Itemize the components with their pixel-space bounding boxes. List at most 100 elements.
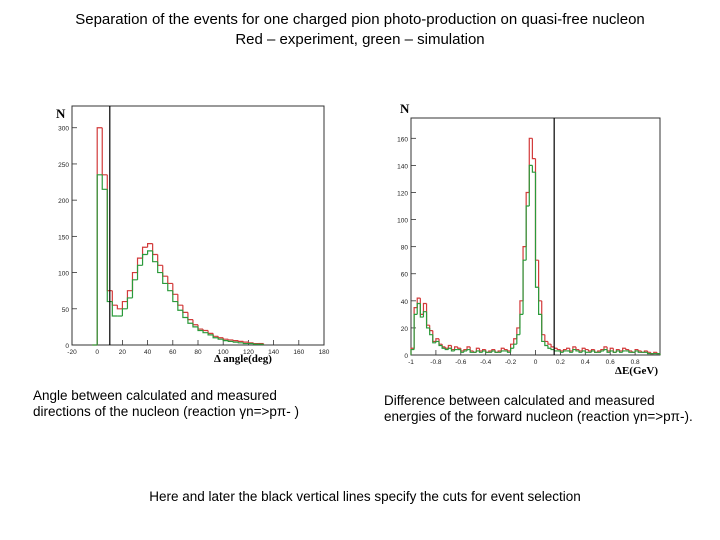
- simulation-bin: [513, 343, 517, 349]
- y-tick-label: 50: [62, 307, 70, 314]
- experiment-bin: [556, 348, 561, 351]
- angle-histogram: 0 50 100 150 200 250 300 -20 0 20 40 60 80 100 120 140 1…: [30, 96, 330, 372]
- simulation-bin: [578, 350, 583, 353]
- x-tick-label: 0.6: [606, 359, 615, 366]
- simulation-bin: [438, 341, 443, 347]
- simulation-bin: [590, 350, 595, 353]
- simulation-bin: [550, 348, 555, 351]
- x-tick-label: 0: [95, 349, 99, 356]
- experiment-bin: [618, 349, 623, 352]
- x-axis-label: Δ angle(deg): [214, 353, 272, 365]
- experiment-bin: [478, 348, 483, 352]
- simulation-bin: [222, 339, 229, 342]
- y-tick-label: 20: [401, 326, 409, 333]
- simulation-bin: [419, 303, 424, 318]
- simulation-bin: [212, 334, 219, 339]
- simulation-bin: [136, 264, 143, 280]
- experiment-bin: [513, 338, 517, 345]
- experiment-bin: [466, 346, 471, 350]
- x-tick-label: 0: [534, 359, 538, 366]
- simulation-bin: [528, 164, 533, 207]
- x-tick-label: 80: [194, 349, 202, 356]
- y-axis-label: N: [56, 106, 66, 121]
- y-tick-label: 100: [397, 218, 408, 225]
- energy-histogram-svg: 0 20 40 60 80 100 120 140 160 -1 -0.8 -0.6 -0.4 -0.2 0…: [397, 101, 661, 377]
- simulation-bin: [460, 349, 464, 353]
- x-tick-label: -1: [408, 359, 414, 366]
- simulation-bin: [237, 342, 244, 344]
- simulation-bin: [534, 172, 539, 288]
- experiment-bin: [506, 349, 511, 352]
- simulation-bin: [450, 348, 455, 352]
- simulation-bin: [167, 283, 173, 292]
- experiment-bin: [116, 305, 123, 310]
- simulation-bin: [252, 343, 259, 345]
- experiment-bin: [237, 340, 244, 342]
- simulation-bin: [422, 311, 427, 318]
- simulation-bin: [413, 313, 418, 350]
- simulation-bin: [538, 287, 542, 315]
- simulation-bin: [147, 250, 153, 255]
- y-tick-label: 150: [58, 234, 69, 241]
- simulation-bin: [106, 189, 113, 303]
- simulation-bin: [485, 350, 489, 353]
- experiment-bin: [578, 349, 583, 352]
- experiment-bin: [121, 300, 128, 309]
- simulation-bin: [202, 330, 209, 334]
- y-tick-label: 160: [397, 136, 408, 143]
- experiment-bin: [242, 341, 249, 343]
- x-tick-label: 100: [218, 349, 229, 356]
- simulation-bin: [469, 349, 474, 353]
- simulation-bin: [96, 174, 103, 345]
- simulation-bin: [622, 350, 626, 353]
- simulation-bin: [111, 301, 118, 317]
- simulation-bin: [410, 348, 415, 355]
- angle-caption: Angle between calculated and measured di…: [33, 388, 299, 419]
- simulation-bin: [416, 302, 421, 315]
- y-tick-label: 40: [401, 299, 409, 306]
- simulation-bin: [447, 347, 452, 350]
- simulation-bin: [603, 348, 608, 351]
- simulation-bin: [491, 350, 496, 353]
- simulation-bin: [575, 349, 580, 352]
- experiment-bin: [587, 349, 592, 352]
- simulation-bin: [615, 350, 620, 353]
- simulation-bin: [126, 297, 133, 309]
- slide-subtitle: Red – experiment, green – simulation: [235, 31, 485, 48]
- simulation-bin: [131, 279, 138, 298]
- simulation-bin: [562, 350, 567, 353]
- simulation-bin: [425, 311, 430, 329]
- simulation-bin: [435, 340, 440, 343]
- simulation-bin: [172, 290, 178, 303]
- simulation-bin: [525, 205, 530, 261]
- x-tick-label: -0.4: [480, 359, 492, 366]
- simulation-bin: [612, 350, 617, 353]
- experiment-bin: [625, 348, 629, 351]
- experiment-bin: [550, 344, 555, 348]
- simulation-bin: [432, 334, 436, 344]
- simulation-bin: [227, 340, 234, 342]
- simulation-bin: [441, 345, 446, 349]
- simulation-bin: [519, 313, 524, 335]
- simulation-bin: [637, 350, 642, 353]
- simulation-bin: [618, 350, 623, 353]
- simulation-bin: [494, 350, 499, 353]
- experiment-bin: [447, 344, 452, 349]
- x-tick-label: 120: [243, 349, 254, 356]
- simulation-bin: [141, 253, 148, 266]
- simulation-bin: [600, 350, 604, 353]
- simulation-bin: [522, 259, 527, 315]
- y-axis-label: N: [400, 101, 410, 116]
- simulation-bin: [197, 326, 204, 332]
- simulation-bin: [217, 337, 224, 340]
- x-tick-label: 60: [169, 349, 177, 356]
- simulation-bin: [506, 350, 511, 353]
- x-tick-label: 40: [144, 349, 152, 356]
- simulation-bin: [101, 174, 108, 190]
- simulation-bin: [594, 350, 598, 353]
- simulation-bin: [609, 350, 614, 353]
- simulation-bin: [182, 310, 188, 319]
- simulation-bin: [152, 250, 158, 263]
- simulation-bin: [572, 348, 576, 353]
